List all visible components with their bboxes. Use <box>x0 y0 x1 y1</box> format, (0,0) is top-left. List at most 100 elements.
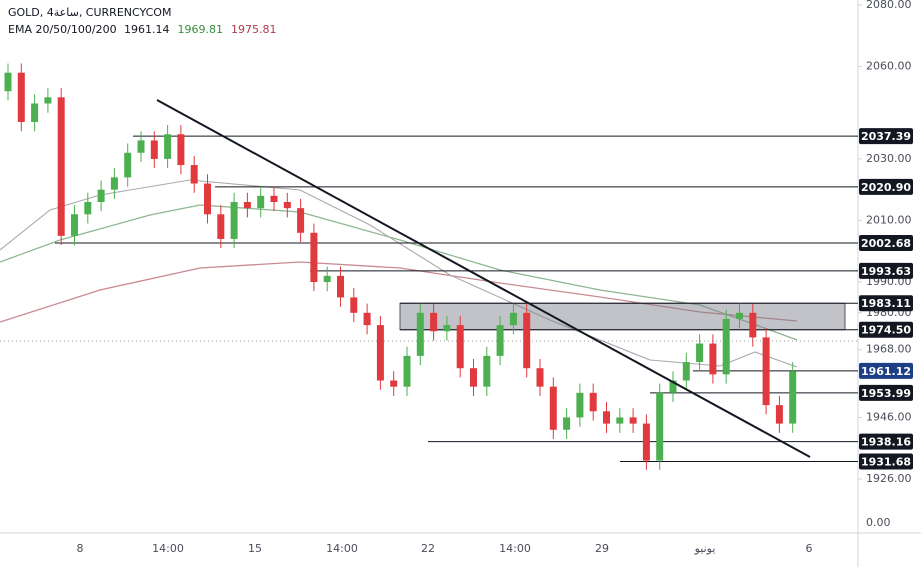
candle-body <box>536 368 544 387</box>
x-tick-label: 6 <box>806 542 813 555</box>
candle-body <box>310 232 318 283</box>
candle-body <box>204 183 211 215</box>
candle-body <box>456 325 464 369</box>
candle-body <box>390 380 398 387</box>
candle-body <box>483 355 491 387</box>
level-badge <box>859 321 913 338</box>
candle-body <box>523 312 531 369</box>
ema-100 <box>0 204 798 341</box>
level-label: 1983.11 <box>861 297 911 310</box>
candle-body <box>656 392 664 461</box>
x-tick-label: 14:00 <box>499 542 531 555</box>
candle-body <box>57 97 65 236</box>
y-tick-label: 1926.00 <box>866 472 912 485</box>
candle-body <box>470 368 477 387</box>
level-badge <box>859 384 913 401</box>
level-label: 2002.68 <box>861 237 911 250</box>
indicator-value: 1961.14 <box>124 23 170 36</box>
candle-body <box>749 312 757 338</box>
candle-body <box>4 72 12 92</box>
candle-body <box>443 325 451 332</box>
candle-body <box>150 140 158 159</box>
candle-body <box>696 343 704 363</box>
candle-body <box>376 325 384 381</box>
candle-body <box>403 355 411 387</box>
y-tick-label: 2060.00 <box>866 60 912 73</box>
candle-body <box>682 362 690 381</box>
symbol-title: GOLD, 4ساعة, CURRENCYCOM <box>8 6 171 19</box>
candle-body <box>97 189 105 202</box>
x-tick-label: 14:00 <box>152 542 184 555</box>
ema-200 <box>0 261 798 323</box>
candle-body <box>243 201 251 209</box>
level-badge <box>859 453 913 470</box>
candle-body <box>44 97 52 104</box>
level-badge <box>859 362 913 379</box>
candle-body <box>629 417 637 424</box>
axes: 2080.002060.002030.002010.001990.001980.… <box>77 0 913 555</box>
candle-body <box>110 177 118 190</box>
candle-body <box>775 405 783 424</box>
candle-body <box>363 312 371 326</box>
level-label: 1993.63 <box>861 265 911 278</box>
candle-body <box>177 134 185 166</box>
candle-body <box>563 417 571 430</box>
candle-body <box>217 214 225 239</box>
x-tick-label: يونيو <box>694 542 716 555</box>
candle-body <box>589 392 597 412</box>
indicator-name: EMA 20/50/100/200 <box>8 23 117 36</box>
x-tick-label: 15 <box>248 542 262 555</box>
candle-body <box>549 386 557 430</box>
resistance-zone <box>399 302 846 331</box>
candle-body <box>722 318 730 375</box>
candle-body <box>17 72 25 122</box>
candle-body <box>669 380 677 393</box>
candles <box>4 63 797 470</box>
candle-body <box>762 337 770 406</box>
level-badge <box>859 262 913 279</box>
candle-body <box>509 312 517 326</box>
x-tick-label: 29 <box>595 542 609 555</box>
candle-body <box>616 417 624 424</box>
level-badge <box>859 178 913 195</box>
x-tick-label: 8 <box>77 542 84 555</box>
candle-body <box>137 140 145 153</box>
candle-body <box>789 371 797 424</box>
candle-body <box>31 103 39 122</box>
candle-body <box>323 275 331 283</box>
candle-body <box>642 423 650 461</box>
y-tick-label: 2030.00 <box>866 152 912 165</box>
y-tick-label: 2080.00 <box>866 0 912 11</box>
y-tick-label: 2010.00 <box>866 213 912 226</box>
level-label: 2037.39 <box>861 130 911 143</box>
candle-body <box>257 195 265 209</box>
level-label: 1961.12 <box>861 365 911 378</box>
level-label: 1953.99 <box>861 387 911 400</box>
level-label: 1974.50 <box>861 324 911 337</box>
volume-tick-label: 0.00 <box>866 516 891 529</box>
candle-body <box>270 195 278 202</box>
candle-body <box>190 165 198 184</box>
trend-line <box>156 99 811 458</box>
candle-body <box>430 312 438 332</box>
indicator-value: 1975.81 <box>231 23 277 36</box>
candle-body <box>576 392 584 418</box>
level-label: 1931.68 <box>861 456 911 469</box>
candle-body <box>709 343 717 375</box>
x-tick-label: 14:00 <box>326 542 358 555</box>
indicator-value: 1969.81 <box>178 23 224 36</box>
candle-body <box>416 312 424 356</box>
level-badge <box>859 128 913 145</box>
level-badge <box>859 295 913 312</box>
x-tick-label: 22 <box>421 542 435 555</box>
candle-body <box>337 275 344 298</box>
level-label: 1938.16 <box>861 436 911 449</box>
level-badge <box>859 433 913 450</box>
candle-body <box>230 201 238 239</box>
candle-body <box>164 134 172 159</box>
y-tick-label: 1946.00 <box>866 410 912 423</box>
candle-body <box>496 325 504 356</box>
candle-body <box>71 214 78 236</box>
candle-body <box>297 208 305 233</box>
